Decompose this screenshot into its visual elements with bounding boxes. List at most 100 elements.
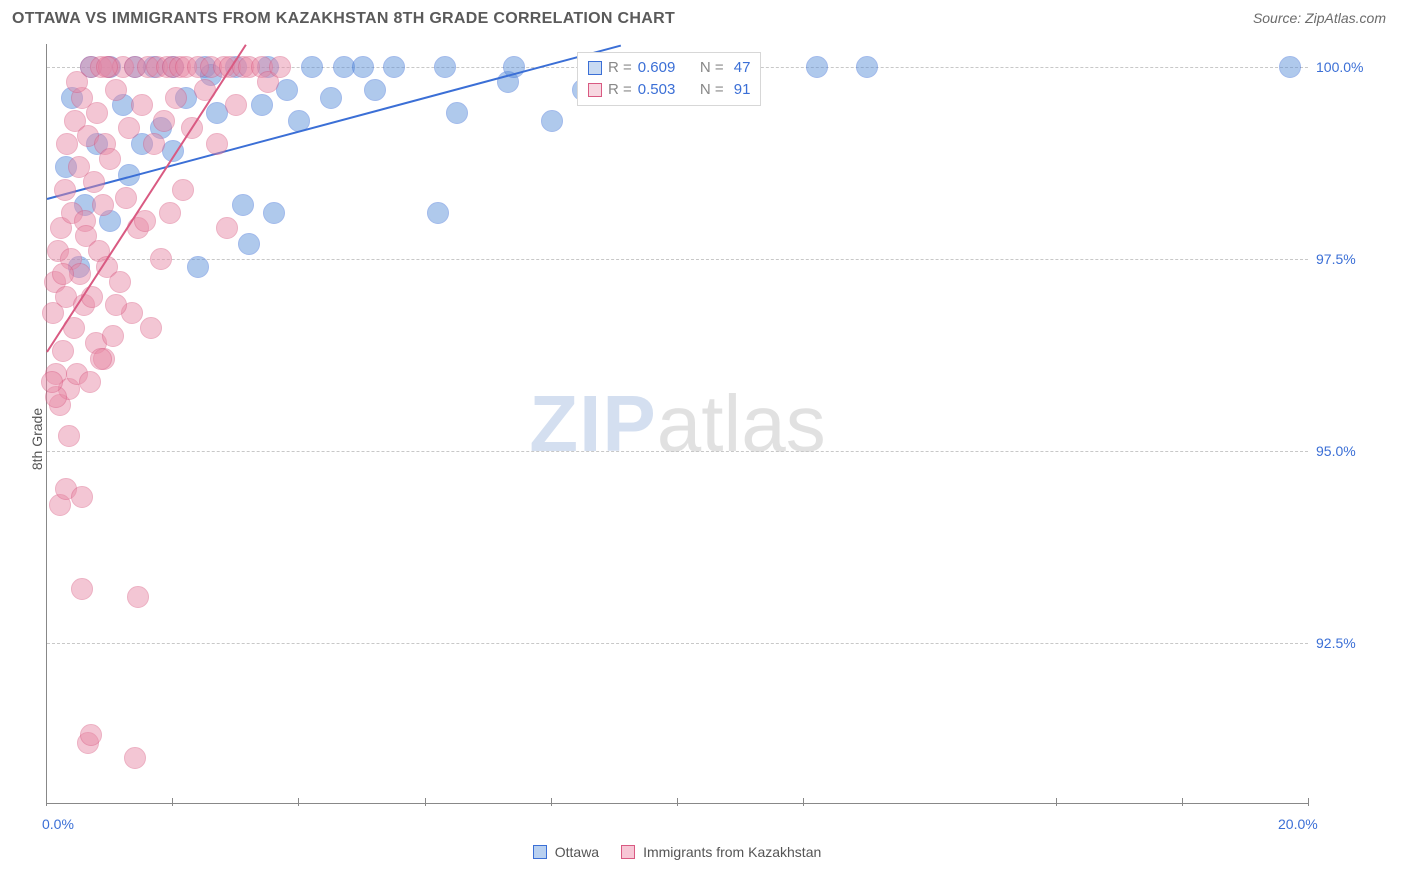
n-value: 47 (730, 57, 751, 79)
data-point (251, 94, 273, 116)
data-point (320, 87, 342, 109)
data-point (96, 56, 118, 78)
data-point (58, 425, 80, 447)
data-point (541, 110, 563, 132)
data-point (172, 179, 194, 201)
data-point (1279, 56, 1301, 78)
data-point (90, 348, 112, 370)
r-label: R = (608, 79, 632, 101)
source-link[interactable]: ZipAtlas.com (1305, 10, 1386, 26)
gridline (47, 259, 1308, 260)
data-point (71, 486, 93, 508)
stats-legend-row: R = 0.609 N = 47 (588, 57, 750, 79)
data-point (153, 110, 175, 132)
data-point (434, 56, 456, 78)
data-point (92, 194, 114, 216)
data-point (187, 256, 209, 278)
data-point (127, 586, 149, 608)
data-point (118, 117, 140, 139)
y-tick-label: 92.5% (1316, 635, 1356, 651)
data-point (364, 79, 386, 101)
plot-area: ZIPatlas R = 0.609 N = 47R = 0.503 N = 9… (46, 44, 1308, 804)
data-point (140, 317, 162, 339)
data-point (109, 271, 131, 293)
data-point (54, 179, 76, 201)
data-point (216, 217, 238, 239)
x-tick (803, 798, 804, 806)
data-point (165, 87, 187, 109)
correlation-chart: 8th Grade ZIPatlas R = 0.609 N = 47R = 0… (46, 44, 1386, 834)
x-tick (551, 798, 552, 806)
x-tick (298, 798, 299, 806)
x-tick (172, 798, 173, 806)
data-point (99, 148, 121, 170)
data-point (150, 248, 172, 270)
data-point (41, 371, 63, 393)
bottom-legend: Ottawa Immigrants from Kazakhstan (46, 844, 1308, 860)
legend-swatch (621, 845, 635, 859)
data-point (225, 94, 247, 116)
data-point (301, 56, 323, 78)
x-tick (1308, 798, 1309, 806)
data-point (446, 102, 468, 124)
legend-swatch (533, 845, 547, 859)
data-point (856, 56, 878, 78)
watermark: ZIPatlas (529, 378, 825, 470)
data-point (102, 325, 124, 347)
gridline (47, 643, 1308, 644)
data-point (79, 371, 101, 393)
x-tick-label: 20.0% (1278, 816, 1318, 832)
data-point (52, 340, 74, 362)
r-label: R = (608, 57, 632, 79)
n-label: N = (700, 57, 724, 79)
x-tick (46, 798, 47, 806)
data-point (105, 294, 127, 316)
x-tick (1056, 798, 1057, 806)
y-tick-label: 95.0% (1316, 443, 1356, 459)
watermark-zip: ZIP (529, 379, 656, 468)
data-point (105, 79, 127, 101)
y-axis-label: 8th Grade (29, 408, 45, 470)
data-point (427, 202, 449, 224)
data-point (238, 233, 260, 255)
x-tick (677, 798, 678, 806)
data-point (269, 56, 291, 78)
y-tick-label: 100.0% (1316, 59, 1363, 75)
x-tick (425, 798, 426, 806)
legend-swatch (588, 61, 602, 75)
data-point (80, 724, 102, 746)
stats-legend: R = 0.609 N = 47R = 0.503 N = 91 (577, 52, 761, 106)
stats-legend-row: R = 0.503 N = 91 (588, 79, 750, 101)
data-point (276, 79, 298, 101)
data-point (86, 102, 108, 124)
n-value: 91 (730, 79, 751, 101)
legend-label: Ottawa (555, 844, 599, 860)
watermark-atlas: atlas (657, 379, 826, 468)
x-tick-label: 0.0% (42, 816, 74, 832)
data-point (206, 133, 228, 155)
legend-swatch (588, 83, 602, 97)
legend-item: Ottawa (533, 844, 599, 860)
data-point (115, 187, 137, 209)
data-point (806, 56, 828, 78)
legend-item: Immigrants from Kazakhstan (621, 844, 821, 860)
data-point (131, 94, 153, 116)
data-point (352, 56, 374, 78)
r-value: 0.503 (638, 79, 676, 101)
legend-label: Immigrants from Kazakhstan (643, 844, 821, 860)
n-label: N = (700, 79, 724, 101)
source-attribution: Source: ZipAtlas.com (1253, 10, 1386, 26)
data-point (263, 202, 285, 224)
data-point (143, 133, 165, 155)
r-value: 0.609 (638, 57, 676, 79)
data-point (383, 56, 405, 78)
data-point (56, 133, 78, 155)
y-tick-label: 97.5% (1316, 251, 1356, 267)
data-point (159, 202, 181, 224)
data-point (83, 171, 105, 193)
data-point (52, 263, 74, 285)
gridline (47, 451, 1308, 452)
source-prefix: Source: (1253, 10, 1305, 26)
data-point (71, 578, 93, 600)
data-point (124, 747, 146, 769)
